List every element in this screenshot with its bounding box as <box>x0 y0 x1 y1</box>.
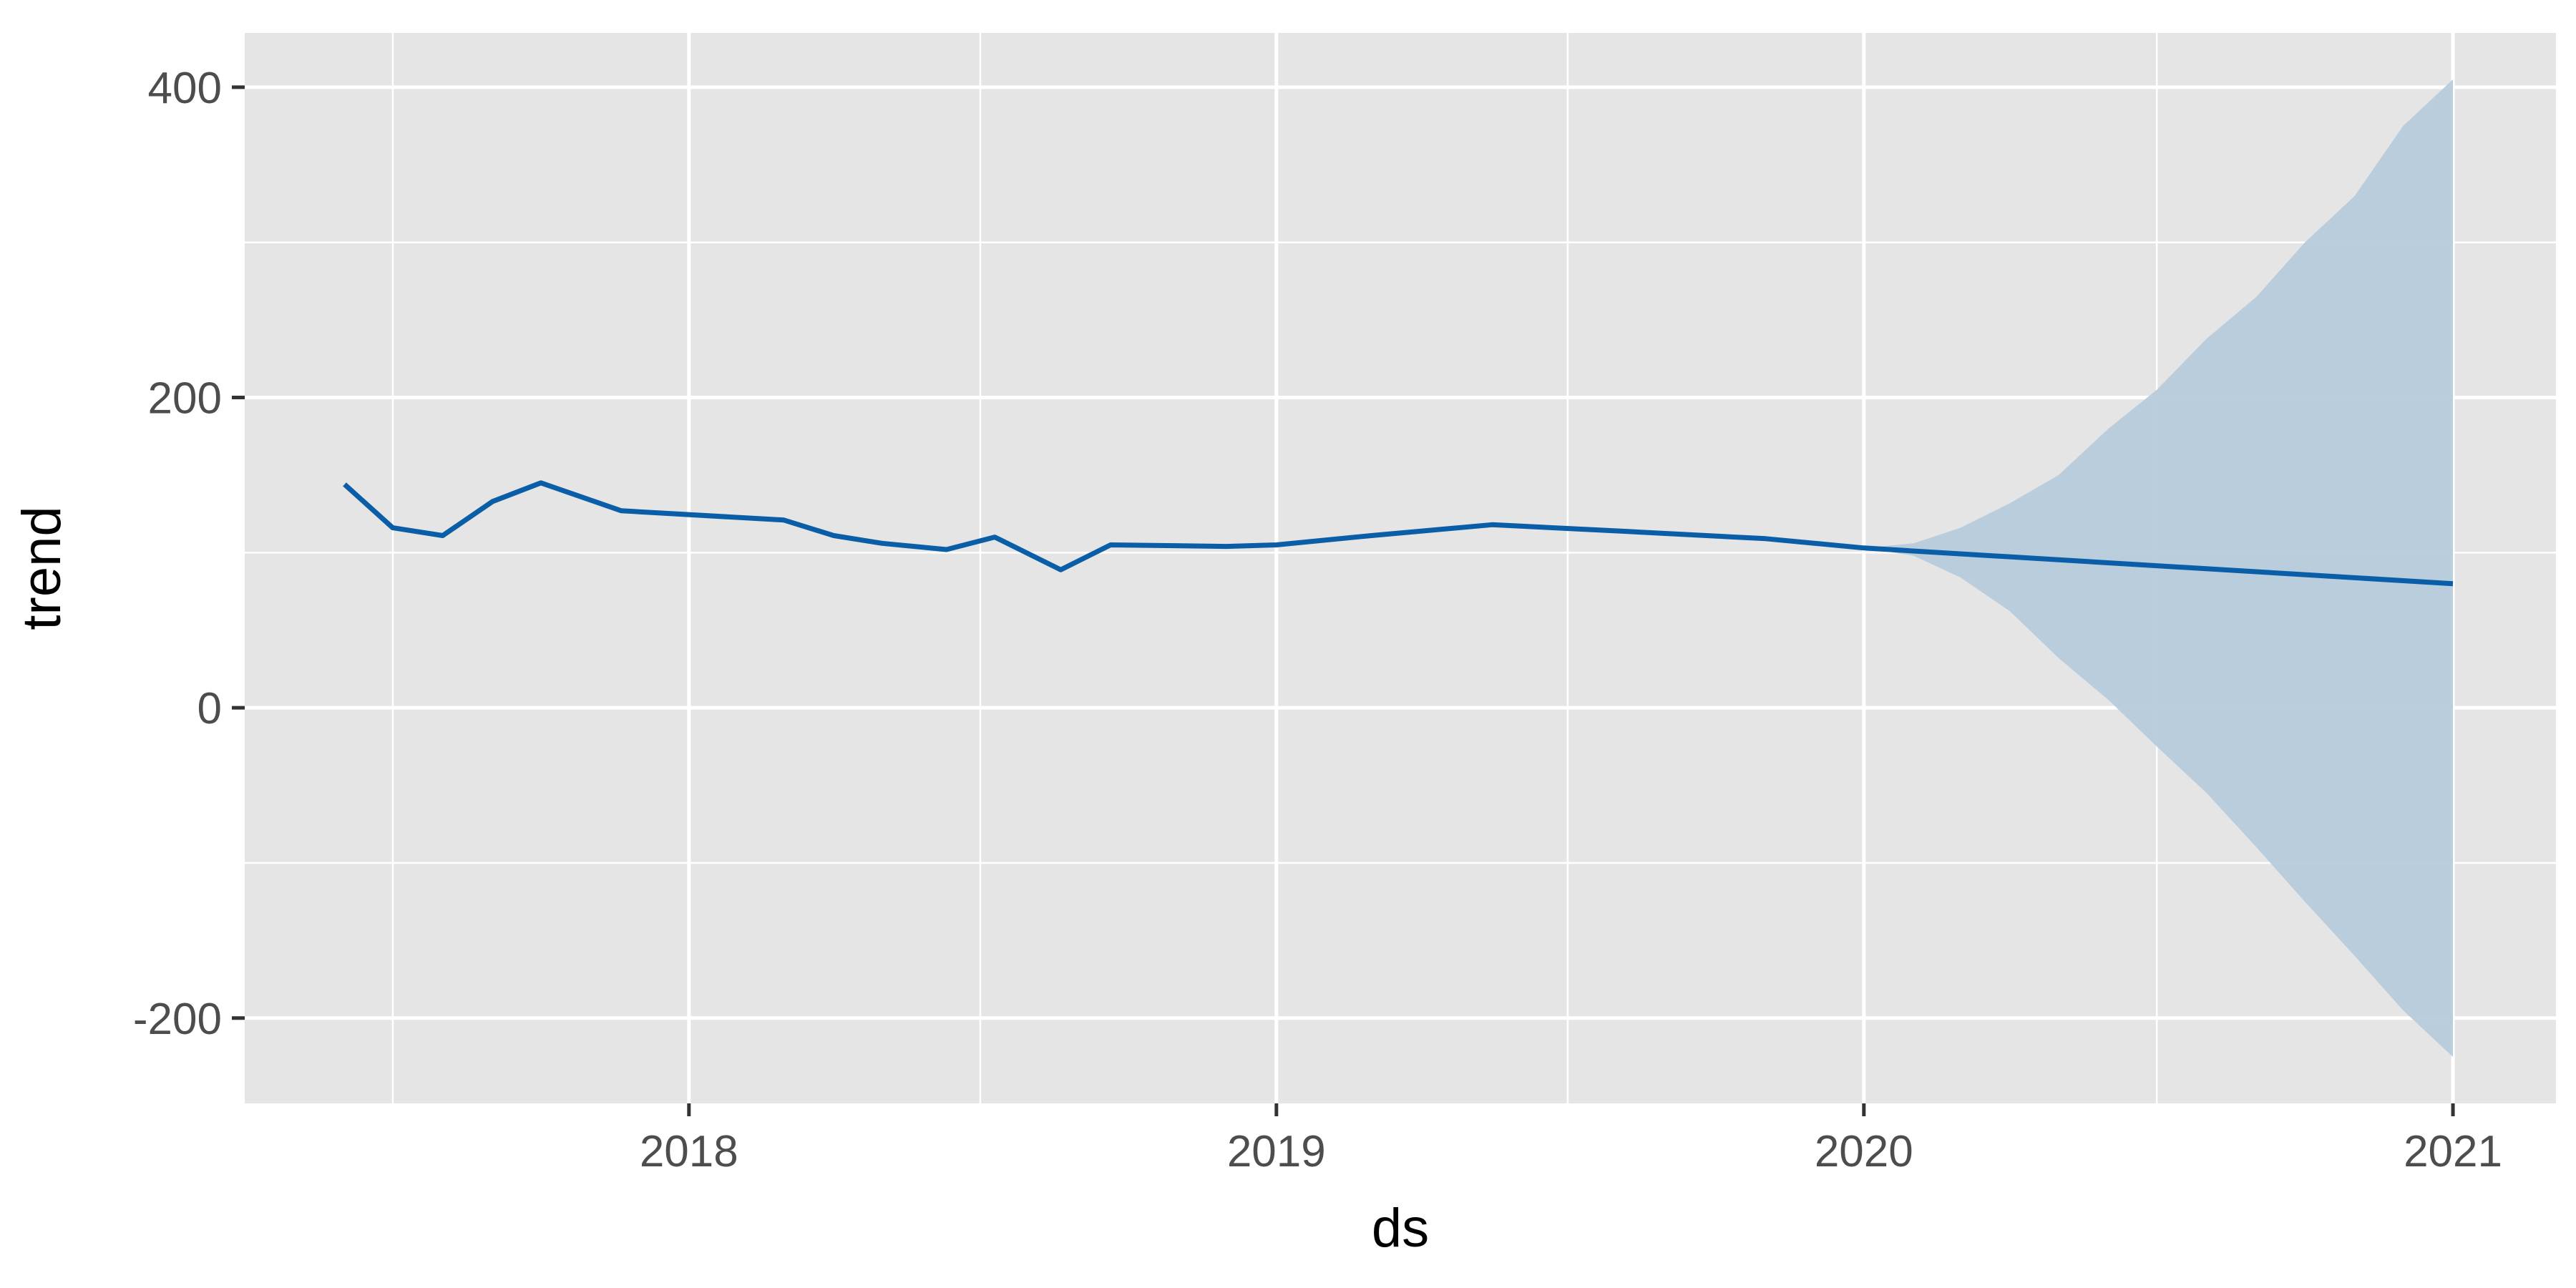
axes: 400 200 0 -200 2018 2019 2020 2021 <box>133 64 2502 1176</box>
y-tick-label: -200 <box>133 995 222 1044</box>
trend-line <box>343 480 2454 587</box>
x-axis-title: ds <box>1372 1198 1429 1259</box>
x-tick-label: 2021 <box>2404 1127 2502 1176</box>
y-axis-title: trend <box>11 506 72 630</box>
y-tick-label: 400 <box>148 64 222 113</box>
x-tick-label: 2019 <box>1227 1127 1326 1176</box>
x-tick-label: 2020 <box>1815 1127 1913 1176</box>
x-tick-label: 2018 <box>640 1127 738 1176</box>
trend-line-layer <box>343 480 2454 587</box>
y-tick-label: 0 <box>197 684 222 733</box>
y-tick-label: 200 <box>148 374 222 424</box>
